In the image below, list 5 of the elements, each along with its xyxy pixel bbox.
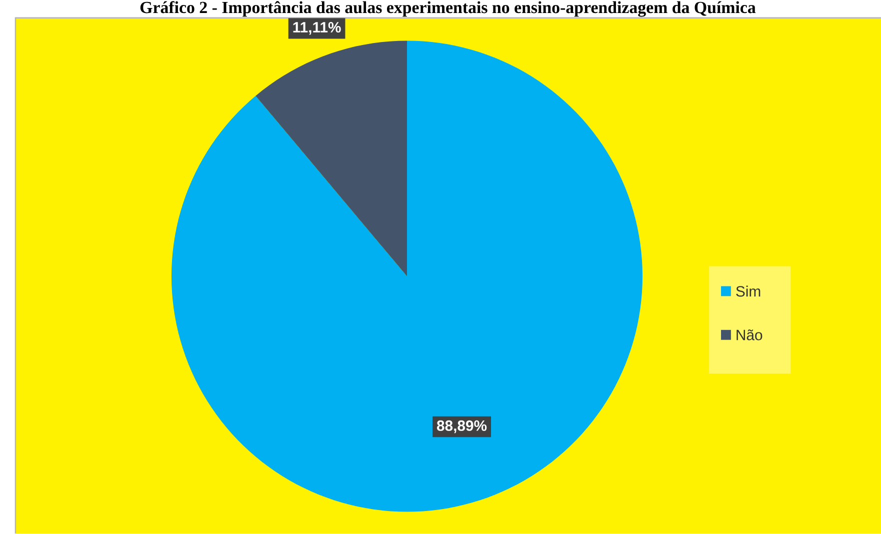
- legend-label: Sim: [736, 286, 760, 297]
- data-label: 88,89%: [436, 420, 487, 434]
- chart-title: Gráfico 2 - Importância das aulas experimentais no ensino-aprendizagem da Química: [140, 1, 756, 17]
- legend-label: Não: [736, 330, 762, 340]
- data-label: 11,11%: [293, 22, 341, 35]
